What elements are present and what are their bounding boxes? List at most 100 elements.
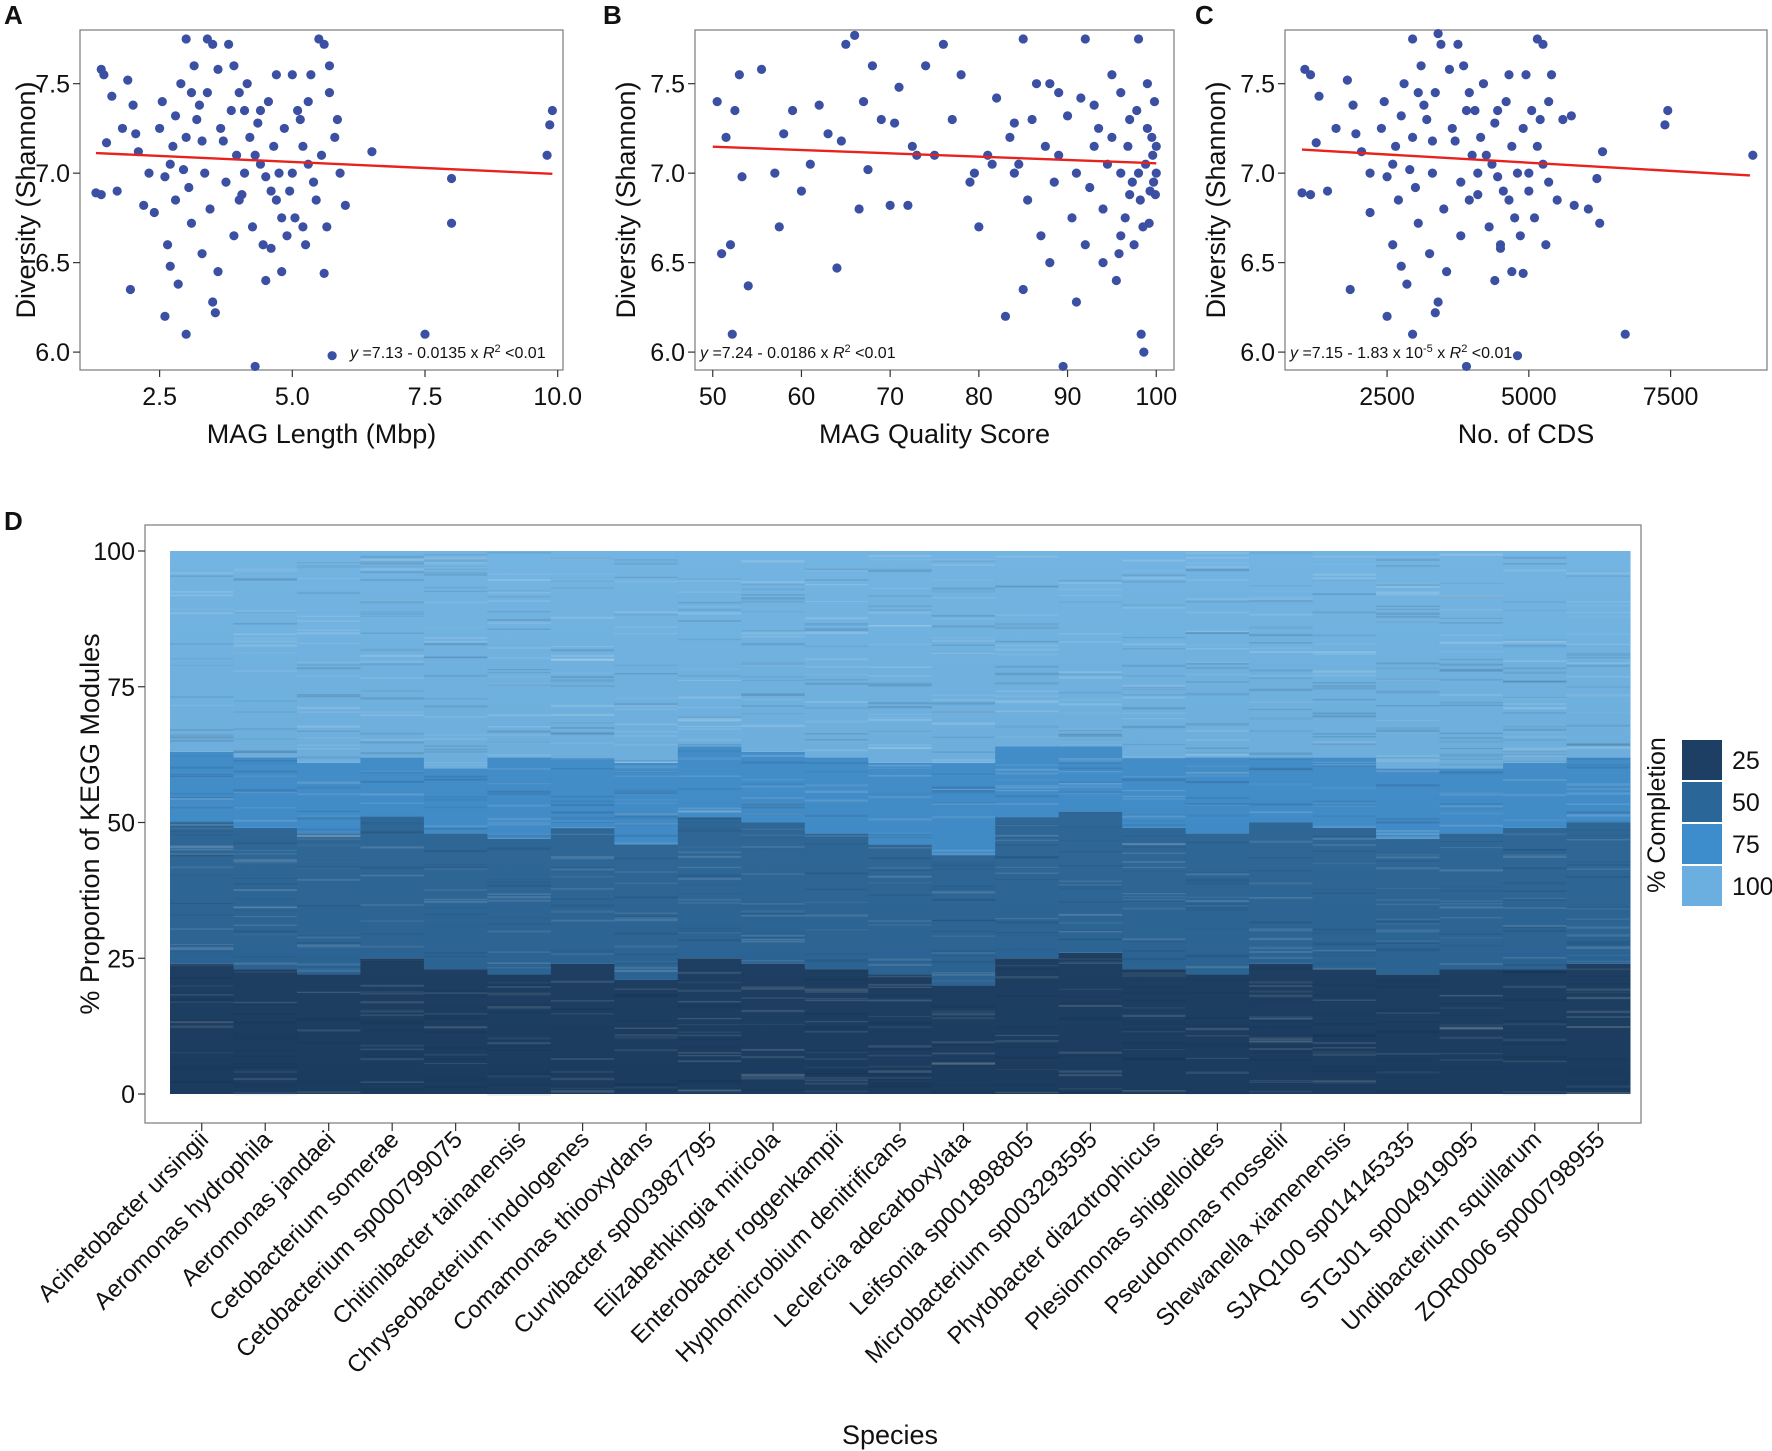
data-point-a — [221, 177, 231, 187]
data-point-c — [1305, 70, 1316, 80]
data-point-c — [1416, 61, 1426, 71]
data-point-c — [1660, 120, 1670, 130]
data-point-a — [279, 123, 289, 134]
data-point-a — [319, 268, 329, 278]
data-point-c — [1595, 218, 1605, 228]
data-point-a — [218, 136, 228, 146]
data-point-a — [271, 195, 281, 205]
data-point-a — [231, 150, 242, 160]
data-point-b — [1114, 249, 1124, 259]
data-point-b — [1107, 70, 1117, 80]
equation-r2-sup: 2 — [1461, 343, 1467, 355]
data-point-a — [99, 70, 109, 80]
data-point-c — [1464, 195, 1474, 205]
y-tick-label-b: 6.0 — [650, 339, 685, 367]
regression-line-c — [1301, 148, 1751, 177]
data-point-c — [1552, 195, 1562, 205]
data-point-b — [1133, 34, 1144, 44]
data-point-a — [165, 261, 175, 271]
data-point-c — [1447, 123, 1457, 134]
x-tick-label-b: 100 — [1135, 383, 1177, 411]
legend-label: 25 — [1732, 747, 1760, 775]
data-point-a — [322, 222, 332, 232]
data-point-a — [131, 129, 141, 139]
data-point-c — [1518, 123, 1528, 134]
x-tick-label-b: 50 — [699, 383, 727, 411]
data-point-a — [234, 88, 244, 98]
data-point-a — [274, 168, 284, 178]
data-point-a — [202, 88, 212, 98]
data-point-c — [1748, 150, 1758, 160]
bar-shading — [170, 551, 234, 1094]
data-point-c — [1399, 79, 1409, 89]
data-point-b — [863, 164, 873, 175]
data-point-a — [117, 123, 128, 134]
data-point-c — [1476, 132, 1486, 142]
data-point-c — [1456, 177, 1466, 187]
scatter-panel-b: 6.0 6.5 7.0 7.5 50 60 70 80 90 100 MAG Quality Sco… — [611, 29, 1177, 449]
data-point-c — [1507, 141, 1517, 151]
data-point-a — [139, 200, 149, 210]
y-tick-label-d: 75 — [107, 674, 135, 702]
data-point-a — [239, 105, 250, 116]
panel-label-b: B — [603, 0, 622, 30]
data-point-b — [907, 141, 917, 151]
data-point-a — [316, 150, 327, 160]
data-point-a — [340, 200, 350, 210]
x-tick-label-b: 60 — [788, 383, 816, 411]
data-point-b — [1129, 240, 1139, 250]
bar-shading — [233, 551, 297, 1094]
data-point-a — [266, 243, 276, 253]
data-point-c — [1422, 114, 1432, 125]
data-point-a — [300, 240, 311, 250]
data-point-c — [1524, 186, 1534, 196]
bar-shading — [677, 551, 742, 1094]
data-point-c — [1544, 177, 1554, 187]
data-point-a — [197, 136, 207, 146]
data-point-c — [1515, 231, 1525, 241]
data-point-a — [128, 100, 138, 110]
data-point-a — [170, 195, 181, 205]
scatter-panel-c: 6.0 6.5 7.0 7.5 2500 5000 7500 No. of CDS Divers… — [1201, 28, 1768, 449]
data-point-c — [1495, 243, 1506, 253]
data-point-a — [295, 114, 305, 125]
data-point-c — [1558, 114, 1568, 125]
data-point-c — [1439, 204, 1449, 214]
data-point-c — [1433, 297, 1443, 307]
equation-y: y — [1289, 345, 1299, 362]
species-label: Hyphomicrobium denitrificans — [671, 1126, 913, 1368]
data-point-c — [1342, 75, 1352, 85]
data-point-a — [298, 141, 308, 151]
data-point-c — [1459, 61, 1469, 71]
x-tick-label-c: 7500 — [1643, 383, 1699, 411]
data-point-c — [1478, 79, 1489, 89]
data-point-c — [1442, 266, 1452, 277]
bar-shading — [1439, 551, 1504, 1094]
data-point-c — [1473, 168, 1483, 178]
data-point-b — [1151, 141, 1161, 151]
data-point-c — [1390, 141, 1401, 151]
regression-line-b — [712, 145, 1157, 165]
data-point-c — [1376, 123, 1386, 134]
data-point-c — [1388, 159, 1398, 169]
data-point-b — [956, 70, 966, 80]
data-point-a — [245, 132, 255, 142]
data-point-c — [1393, 195, 1404, 205]
data-point-b — [1000, 311, 1011, 321]
data-point-c — [1529, 213, 1540, 223]
bar-shading — [614, 551, 678, 1094]
bar-shading — [1249, 551, 1313, 1094]
data-point-b — [730, 105, 740, 116]
data-point-b — [1049, 177, 1059, 187]
data-point-b — [858, 96, 869, 107]
bar-shading — [931, 551, 996, 1094]
data-point-c — [1504, 195, 1514, 205]
equation-annotation-c: y =7.15 - 1.83 x 10-5 x R2 <0.01 — [1289, 343, 1512, 362]
x-axis-title-c: No. of CDS — [1458, 419, 1595, 449]
legend-swatch-25 — [1682, 740, 1722, 780]
equation-prefix: =7.15 - 1.83 x 10 — [1298, 345, 1423, 362]
data-point-c — [1322, 186, 1333, 196]
y-tick-label-a: 7.5 — [35, 71, 70, 99]
data-point-a — [261, 172, 271, 182]
data-point-a — [229, 231, 239, 241]
